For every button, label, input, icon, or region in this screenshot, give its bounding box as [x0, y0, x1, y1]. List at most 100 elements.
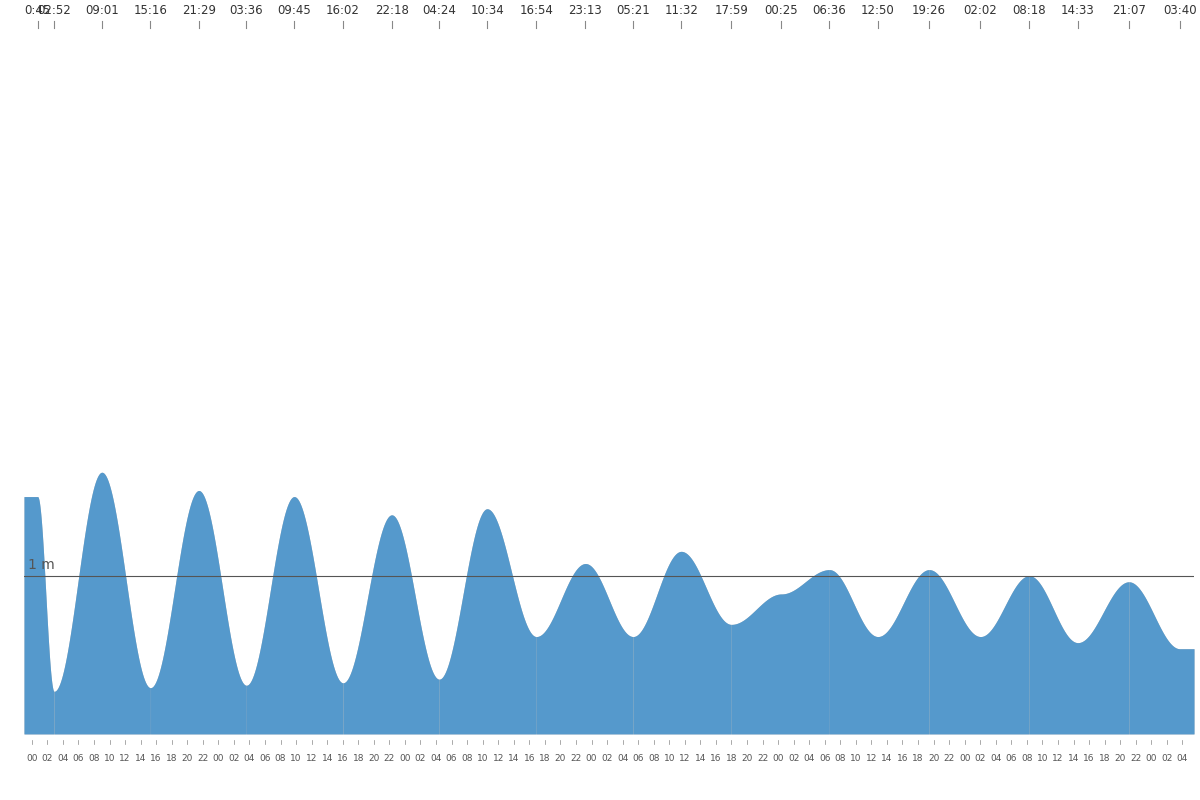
Text: 04: 04 — [58, 754, 68, 763]
Text: 09:45: 09:45 — [277, 4, 311, 17]
Text: 14: 14 — [322, 754, 332, 763]
Text: 22: 22 — [943, 754, 955, 763]
Text: 08:18: 08:18 — [1013, 4, 1046, 17]
Text: 23:13: 23:13 — [569, 4, 602, 17]
Text: 18: 18 — [353, 754, 364, 763]
Text: 00: 00 — [400, 754, 410, 763]
Text: 02: 02 — [601, 754, 613, 763]
Text: 10: 10 — [290, 754, 302, 763]
Text: 02: 02 — [788, 754, 799, 763]
Text: 08: 08 — [1021, 754, 1033, 763]
Text: 12: 12 — [865, 754, 877, 763]
Text: 10:34: 10:34 — [470, 4, 504, 17]
Text: 02: 02 — [42, 754, 53, 763]
Text: 10: 10 — [1037, 754, 1048, 763]
Text: 22: 22 — [1130, 754, 1141, 763]
Text: 04: 04 — [431, 754, 442, 763]
Text: 04: 04 — [244, 754, 256, 763]
Text: 08: 08 — [461, 754, 473, 763]
Text: 12: 12 — [119, 754, 131, 763]
Text: 20: 20 — [554, 754, 566, 763]
Text: 04: 04 — [990, 754, 1002, 763]
Text: 02: 02 — [974, 754, 986, 763]
Text: 16: 16 — [337, 754, 348, 763]
Text: 16: 16 — [896, 754, 908, 763]
Text: 00: 00 — [773, 754, 784, 763]
Text: 12: 12 — [492, 754, 504, 763]
Text: 00: 00 — [26, 754, 37, 763]
Text: 14: 14 — [508, 754, 520, 763]
Text: 19:26: 19:26 — [912, 4, 946, 17]
Text: 02: 02 — [1162, 754, 1172, 763]
Text: 12: 12 — [1052, 754, 1063, 763]
Text: 21:07: 21:07 — [1112, 4, 1146, 17]
Text: 06: 06 — [446, 754, 457, 763]
Text: 06:36: 06:36 — [812, 4, 846, 17]
Text: 12:50: 12:50 — [860, 4, 895, 17]
Text: 06: 06 — [73, 754, 84, 763]
Text: 16: 16 — [523, 754, 535, 763]
Text: 04: 04 — [1177, 754, 1188, 763]
Text: 04:24: 04:24 — [422, 4, 456, 17]
Text: 14: 14 — [1068, 754, 1079, 763]
Text: 10: 10 — [664, 754, 674, 763]
Text: 00: 00 — [1146, 754, 1157, 763]
Text: 08: 08 — [834, 754, 846, 763]
Text: 06: 06 — [1006, 754, 1018, 763]
Text: 08: 08 — [648, 754, 660, 763]
Text: 02:52: 02:52 — [37, 4, 71, 17]
Text: 16: 16 — [710, 754, 721, 763]
Text: 06: 06 — [818, 754, 830, 763]
Text: 11:32: 11:32 — [665, 4, 698, 17]
Text: 22:18: 22:18 — [374, 4, 409, 17]
Text: 17:59: 17:59 — [714, 4, 749, 17]
Text: 0:45: 0:45 — [24, 4, 50, 17]
Text: 20: 20 — [1115, 754, 1126, 763]
Text: 16:54: 16:54 — [520, 4, 553, 17]
Text: 18: 18 — [726, 754, 737, 763]
Text: 02: 02 — [415, 754, 426, 763]
Text: 05:21: 05:21 — [617, 4, 650, 17]
Text: 20: 20 — [181, 754, 193, 763]
Text: 16:02: 16:02 — [326, 4, 360, 17]
Text: 03:36: 03:36 — [229, 4, 263, 17]
Text: 18: 18 — [539, 754, 551, 763]
Text: 12: 12 — [679, 754, 690, 763]
Text: 21:29: 21:29 — [181, 4, 216, 17]
Text: 14: 14 — [695, 754, 706, 763]
Text: 22: 22 — [197, 754, 209, 763]
Text: 04: 04 — [617, 754, 629, 763]
Text: 12: 12 — [306, 754, 317, 763]
Text: 22: 22 — [570, 754, 582, 763]
Text: 14:33: 14:33 — [1061, 4, 1094, 17]
Text: 16: 16 — [1084, 754, 1094, 763]
Text: 10: 10 — [103, 754, 115, 763]
Text: 18: 18 — [166, 754, 178, 763]
Text: 08: 08 — [275, 754, 287, 763]
Text: 00: 00 — [586, 754, 598, 763]
Text: 04: 04 — [804, 754, 815, 763]
Text: 00: 00 — [212, 754, 224, 763]
Text: 20: 20 — [742, 754, 752, 763]
Text: 14: 14 — [134, 754, 146, 763]
Text: 10: 10 — [850, 754, 862, 763]
Text: 22: 22 — [757, 754, 768, 763]
Text: 02: 02 — [228, 754, 240, 763]
Text: 16: 16 — [150, 754, 162, 763]
Text: 03:40: 03:40 — [1163, 4, 1196, 17]
Text: 02:02: 02:02 — [964, 4, 997, 17]
Text: 20: 20 — [368, 754, 379, 763]
Text: 22: 22 — [384, 754, 395, 763]
Text: 09:01: 09:01 — [85, 4, 119, 17]
Text: 18: 18 — [1099, 754, 1110, 763]
Text: 10: 10 — [476, 754, 488, 763]
Text: 06: 06 — [259, 754, 271, 763]
Text: 18: 18 — [912, 754, 924, 763]
Text: 06: 06 — [632, 754, 644, 763]
Text: 1 m: 1 m — [28, 558, 55, 572]
Text: 15:16: 15:16 — [133, 4, 167, 17]
Text: 00:25: 00:25 — [764, 4, 798, 17]
Text: 20: 20 — [928, 754, 940, 763]
Text: 14: 14 — [881, 754, 893, 763]
Text: 00: 00 — [959, 754, 971, 763]
